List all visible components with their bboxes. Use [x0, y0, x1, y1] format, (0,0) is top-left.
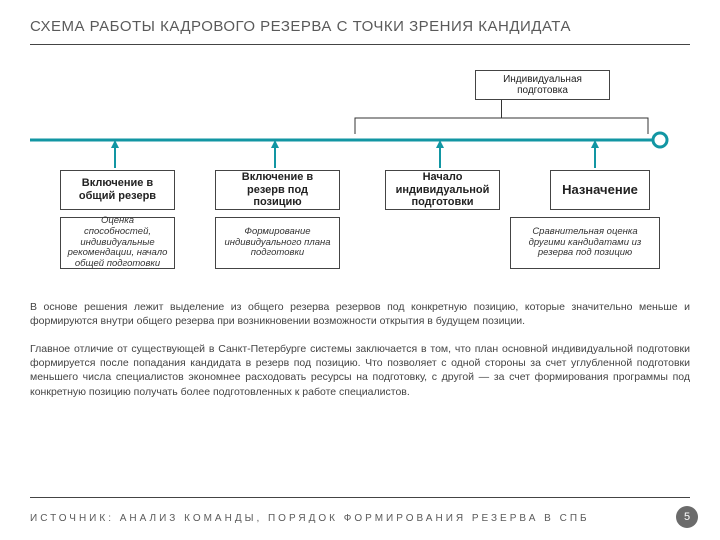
- stage-note-2: Формирование индивидуального плана подго…: [215, 217, 340, 269]
- footer-source: ИСТОЧНИК: АНАЛИЗ КОМАНДЫ, ПОРЯДОК ФОРМИР…: [30, 513, 590, 524]
- footer-rule: [30, 497, 690, 498]
- timeline-diagram: Индивидуальная подготовка Включение в об…: [30, 60, 690, 280]
- stage-note-3: Сравнительная оценка другими кандидатами…: [510, 217, 660, 269]
- paragraph-2: Главное отличие от существующей в Санкт-…: [30, 342, 690, 399]
- stage-note-1: Оценка способностей, индивидуальные реко…: [60, 217, 175, 269]
- page-number: 5: [676, 506, 698, 528]
- page-title: СХЕМА РАБОТЫ КАДРОВОГО РЕЗЕРВА С ТОЧКИ З…: [30, 18, 571, 35]
- callout-individual-prep: Индивидуальная подготовка: [475, 70, 610, 100]
- stage-4: Назначение: [550, 170, 650, 210]
- paragraph-1: В основе решения лежит выделение из обще…: [30, 300, 690, 328]
- stage-3: Начало индивидуальной подготовки: [385, 170, 500, 210]
- title-rule: [30, 44, 690, 45]
- stage-2: Включение в резерв под позицию: [215, 170, 340, 210]
- callout-label: Индивидуальная подготовка: [482, 74, 603, 97]
- stage-1: Включение в общий резерв: [60, 170, 175, 210]
